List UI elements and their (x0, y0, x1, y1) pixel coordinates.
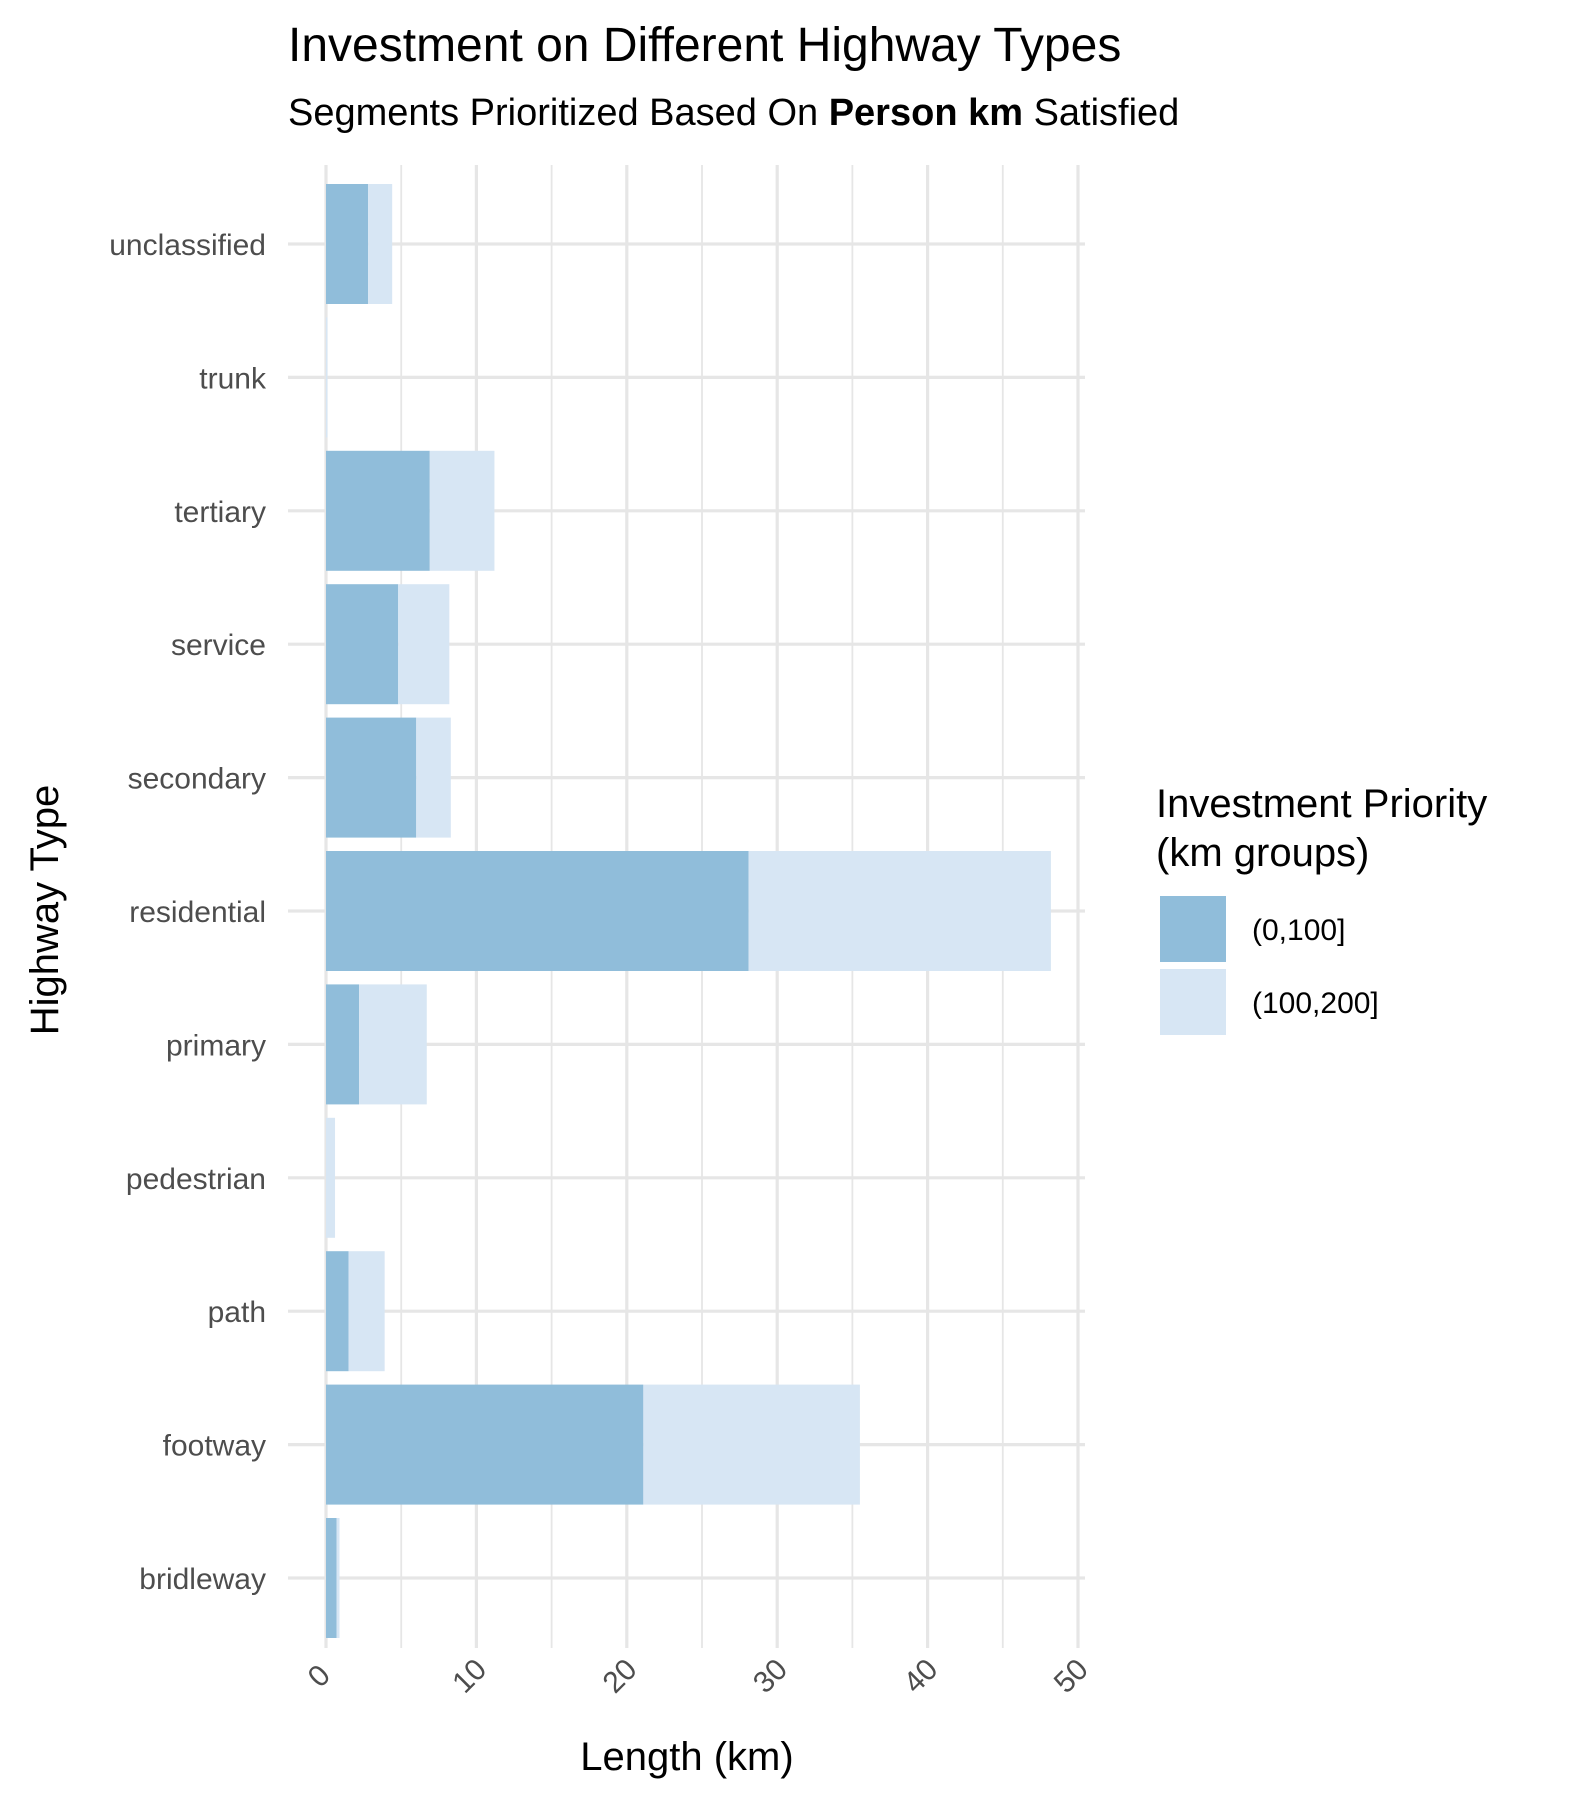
bar-tertiary-series-0 (326, 450, 430, 571)
legend: Investment Priority (km groups) (0,100] … (1156, 782, 1487, 1035)
bar-footway-series-1 (643, 1384, 860, 1505)
chart-title: Investment on Different Highway Types (288, 19, 1122, 72)
subtitle-text-after: Satisfied (1023, 92, 1180, 134)
y-tick-label-path: path (208, 1296, 266, 1329)
bar-residential-series-0 (326, 851, 749, 971)
x-axis-title: Length (km) (580, 1735, 793, 1779)
y-tick-label-pedestrian: pedestrian (126, 1163, 266, 1196)
bar-pedestrian-series-1 (326, 1117, 336, 1238)
bar-service-series-1 (398, 584, 450, 705)
y-tick-label-trunk: trunk (199, 362, 267, 395)
legend-swatch-100-200 (1160, 969, 1226, 1035)
y-tick-label-primary: primary (166, 1029, 266, 1062)
bar-residential-series-1 (748, 851, 1051, 971)
bar-primary-series-0 (326, 984, 360, 1105)
x-tick-label-30: 30 (747, 1653, 794, 1700)
bar-unclassified-series-1 (368, 184, 393, 304)
y-tick-label-service: service (171, 629, 266, 662)
bar-service-series-0 (326, 584, 399, 705)
y-tick-label-footway: footway (163, 1430, 266, 1463)
subtitle-text-bold: Person km (828, 92, 1024, 134)
bar-bridleway-series-1 (336, 1518, 340, 1638)
legend-label-100-200: (100,200] (1252, 987, 1379, 1020)
x-tick-label-20: 20 (597, 1653, 644, 1700)
bar-primary-series-1 (359, 984, 427, 1105)
y-axis-title: Highway Type (23, 785, 67, 1036)
bar-footway-series-0 (326, 1384, 644, 1505)
y-axis-tick-labels: unclassified trunk tertiary service secondar… (109, 229, 267, 1596)
bar-trunk-series-1 (326, 317, 328, 438)
bar-secondary-series-1 (416, 717, 451, 838)
y-tick-label-unclassified: unclassified (109, 229, 266, 262)
bar-path-series-0 (326, 1251, 349, 1372)
legend-swatch-0-100 (1160, 896, 1226, 962)
chart-subtitle: Segments Prioritized Based On Person km … (288, 92, 1179, 135)
legend-label-0-100: (0,100] (1252, 914, 1345, 947)
bar-path-series-1 (348, 1251, 385, 1372)
x-tick-label-10: 10 (446, 1653, 493, 1700)
legend-title-line-1: Investment Priority (1156, 782, 1487, 826)
x-tick-label-0: 0 (302, 1659, 337, 1694)
y-tick-label-bridleway: bridleway (139, 1563, 266, 1596)
bar-unclassified-series-0 (326, 184, 369, 304)
y-tick-label-tertiary: tertiary (174, 496, 266, 529)
y-tick-label-secondary: secondary (128, 763, 266, 796)
x-axis-tick-labels: 0 10 20 30 40 50 (302, 1653, 1095, 1700)
bar-bridleway-series-0 (326, 1518, 337, 1638)
x-tick-label-50: 50 (1048, 1653, 1095, 1700)
bar-tertiary-series-1 (429, 450, 495, 571)
x-tick-label-40: 40 (897, 1653, 944, 1700)
bars (326, 184, 1051, 1638)
legend-title-line-2: (km groups) (1156, 831, 1369, 875)
bar-secondary-series-0 (326, 717, 417, 838)
subtitle-text-before: Segments Prioritized Based On (288, 92, 829, 134)
y-tick-label-residential: residential (129, 896, 266, 929)
